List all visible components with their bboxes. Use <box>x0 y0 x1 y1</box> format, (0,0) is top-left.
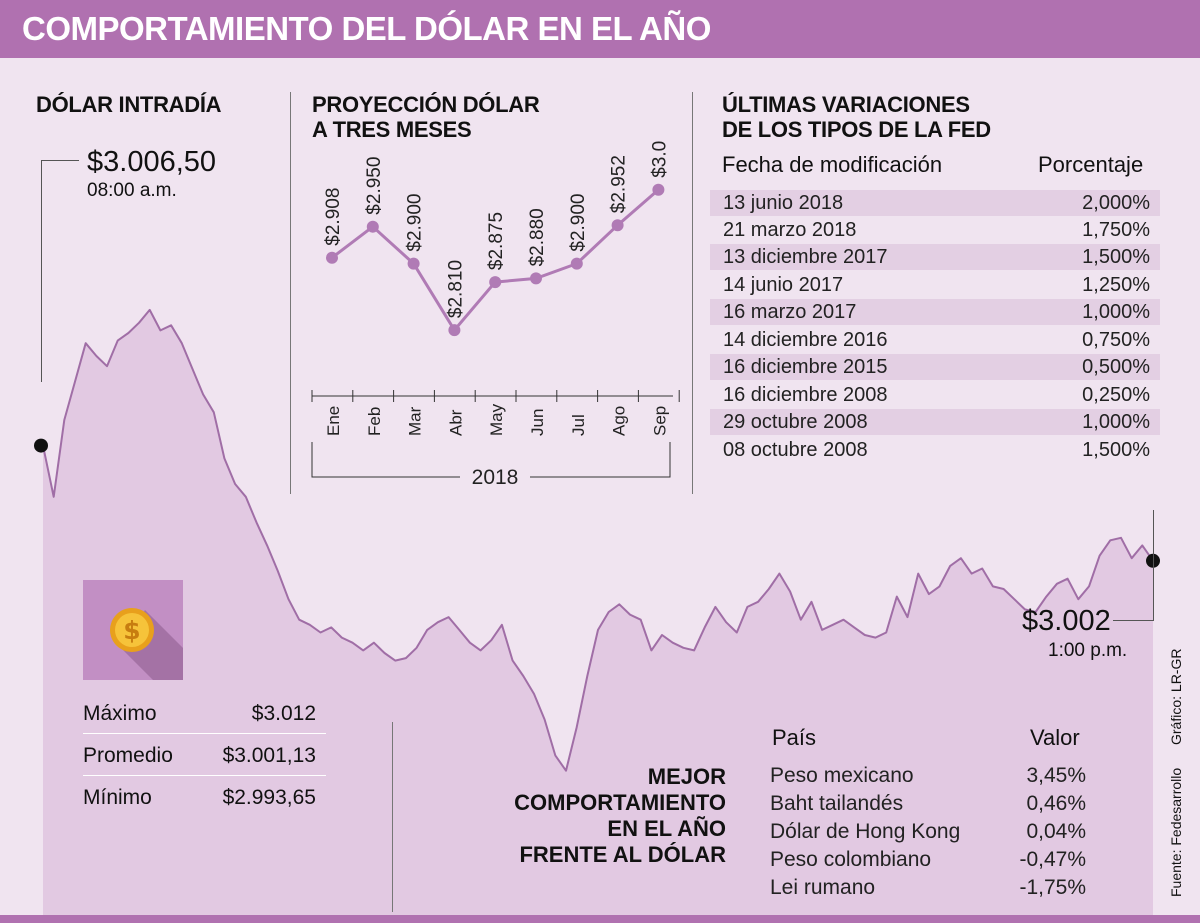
svg-text:$: $ <box>123 616 140 645</box>
year-bracket <box>311 442 671 478</box>
open-leader-vertical <box>41 160 42 382</box>
open-price: $3.006,50 <box>87 146 217 178</box>
projection-points <box>326 183 665 337</box>
month-labels: Ene Feb Mar Abr May Jun Jul Ago Sep <box>324 403 669 436</box>
month-label: Jun <box>528 409 547 436</box>
fed-row: 16 diciembre 2008 0,250% <box>723 384 1150 406</box>
close-leader-horizontal <box>1113 620 1154 621</box>
fed-row: 21 marzo 2018 1,750% <box>723 219 1150 241</box>
best-title: MEJOR COMPORTAMIENTO EN EL AÑO FRENTE AL… <box>514 764 726 867</box>
value-label: $2.900 <box>568 193 589 251</box>
header-banner: COMPORTAMIENTO DEL DÓLAR EN EL AÑO <box>0 0 1200 58</box>
fed-col-pct: Porcentaje <box>1038 152 1144 177</box>
x-ticks <box>311 390 680 402</box>
separator <box>290 92 291 494</box>
month-label: Ene <box>324 406 343 436</box>
value-label: $2.900 <box>405 193 426 251</box>
dollar-coin-icon: $ <box>110 608 183 680</box>
intraday-line <box>42 308 1154 772</box>
month-label: Sep <box>650 406 669 436</box>
close-leader-vertical <box>1153 510 1154 620</box>
stat-divider <box>83 733 326 734</box>
fed-row: 14 diciembre 2016 0,750% <box>723 329 1150 351</box>
month-label: Abr <box>446 409 465 436</box>
projection-point <box>326 251 338 264</box>
value-label: $2.952 <box>609 155 630 213</box>
source-credit: Fuente: Fedesarrollo <box>1168 767 1184 897</box>
stat-value: $3.012 <box>251 702 316 725</box>
stat-value: $3.001,13 <box>222 744 316 767</box>
stat-divider <box>83 775 326 776</box>
open-point <box>34 438 48 453</box>
close-time: 1:00 p.m. <box>1048 640 1128 661</box>
best-col-value: Valor <box>1030 725 1080 750</box>
value-label: $2.810 <box>445 260 466 318</box>
close-price: $3.002 <box>1022 605 1111 637</box>
coin-tile: $ <box>83 580 183 680</box>
fed-row: 13 diciembre 2017 1,500% <box>710 244 1160 270</box>
projection-point <box>570 257 583 270</box>
country-row: Peso mexicano 3,45% <box>770 764 1086 787</box>
country-row: Dólar de Hong Kong 0,04% <box>770 820 1086 843</box>
stat-max-row: Máximo $3.012 <box>83 697 326 731</box>
month-label: Feb <box>365 407 384 436</box>
country-row: Peso colombiano -0,47% <box>770 848 1086 871</box>
bottom-bar <box>0 915 1200 923</box>
month-label: Jul <box>569 414 588 436</box>
stat-value: $2.993,65 <box>222 786 316 809</box>
projection-point <box>366 220 379 233</box>
separator <box>692 92 693 494</box>
country-row: Baht tailandés 0,46% <box>770 792 1086 815</box>
month-label: Mar <box>406 406 425 436</box>
value-label: $3.000 <box>649 140 670 178</box>
projection-point <box>652 183 665 196</box>
fed-col-date: Fecha de modificación <box>722 152 943 177</box>
value-label: $2.908 <box>323 188 344 246</box>
fed-row: 16 marzo 2017 1,000% <box>710 299 1160 325</box>
best-col-country: País <box>772 725 817 750</box>
separator <box>392 722 393 912</box>
month-label: May <box>487 403 506 436</box>
projection-point <box>530 272 542 285</box>
value-label: $2.950 <box>364 157 385 215</box>
value-label: $2.880 <box>527 208 548 266</box>
stat-min-row: Mínimo $2.993,65 <box>83 781 326 815</box>
fed-row: 13 junio 2018 2,000% <box>710 190 1160 216</box>
projection-point <box>611 219 624 232</box>
stat-avg-row: Promedio $3.001,13 <box>83 739 326 773</box>
value-labels: $2.908 $2.950 $2.900 $2.810 $2.875 $2.880 $2.9… <box>323 140 670 318</box>
intraday-title: DÓLAR INTRADÍA <box>36 92 222 117</box>
fed-row: 16 diciembre 2015 0,500% <box>710 354 1160 380</box>
fed-title: ÚLTIMAS VARIACIONES DE LOS TIPOS DE LA F… <box>722 92 991 142</box>
stat-label: Mínimo <box>83 786 152 809</box>
open-leader-horizontal <box>41 160 79 161</box>
fed-row: 14 junio 2017 1,250% <box>723 274 1150 296</box>
fed-row: 29 octubre 2008 1,000% <box>710 409 1160 435</box>
year-label: 2018 <box>472 466 519 489</box>
projection-title: PROYECCIÓN DÓLAR A TRES MESES <box>312 92 540 142</box>
intraday-chart <box>34 308 1160 915</box>
graphic-credit: Gráfico: LR-GR <box>1168 648 1184 745</box>
page-title: COMPORTAMIENTO DEL DÓLAR EN EL AÑO <box>22 10 711 47</box>
month-label: Ago <box>610 406 629 436</box>
fed-row: 08 octubre 2008 1,500% <box>723 439 1150 461</box>
projection-point <box>448 324 461 337</box>
projection-point <box>407 257 420 270</box>
stat-label: Máximo <box>83 702 157 725</box>
country-row: Lei rumano -1,75% <box>770 876 1086 899</box>
value-label: $2.875 <box>486 212 507 270</box>
stat-label: Promedio <box>83 744 173 767</box>
projection-chart: $2.908 $2.950 $2.900 $2.810 $2.875 $2.880 $2.9… <box>311 140 680 489</box>
open-time: 08:00 a.m. <box>87 180 177 201</box>
intraday-area <box>43 309 1153 915</box>
projection-point <box>489 276 502 289</box>
